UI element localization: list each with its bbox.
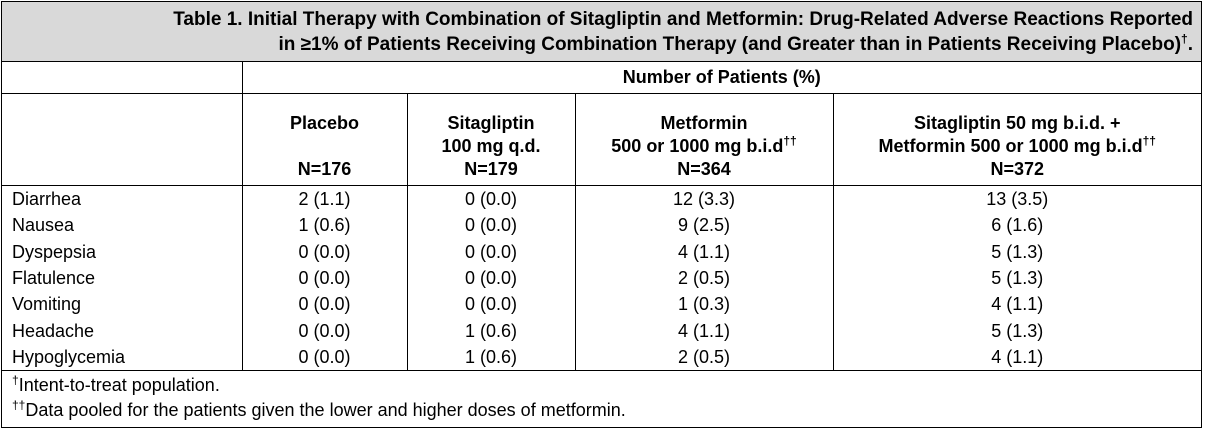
column-header-sitagliptin: Sitagliptin 100 mg q.d. N=179 <box>406 93 575 186</box>
footnote-2: ††Data pooled for the patients given the… <box>12 398 1193 423</box>
cell-value: 5 (1.3) <box>832 238 1201 265</box>
column-header-line1: Sitagliptin 50 mg b.i.d. + <box>913 113 1121 133</box>
table-title: Table 1. Initial Therapy with Combinatio… <box>2 2 1201 62</box>
table-row: Dyspepsia 0 (0.0) 0 (0.0) 4 (1.1) 5 (1.3… <box>2 238 1201 265</box>
cell-value: 2 (0.5) <box>574 264 833 292</box>
column-header-placebo: Placebo N=176 <box>241 93 407 186</box>
cell-value: 4 (1.1) <box>832 343 1201 371</box>
group-header-row: Number of Patients (%) <box>2 62 1201 94</box>
cell-value: 5 (1.3) <box>832 264 1201 292</box>
column-header-metformin: Metformin 500 or 1000 mg b.i.d†† N=364 <box>574 93 833 186</box>
corner-cell <box>2 62 242 94</box>
column-footnote-mark: †† <box>1142 134 1156 148</box>
cell-value: 0 (0.0) <box>406 238 575 265</box>
cell-value: 4 (1.1) <box>574 238 833 265</box>
title-footnote-mark: † <box>1181 32 1188 46</box>
cell-value: 0 (0.0) <box>406 212 575 239</box>
cell-value: 9 (2.5) <box>574 212 833 239</box>
cell-value: 2 (1.1) <box>241 185 407 213</box>
column-header-line1: Metformin <box>660 113 748 133</box>
row-label: Dyspepsia <box>12 241 97 262</box>
cell-value: 0 (0.0) <box>406 185 575 213</box>
cell-value: 0 (0.0) <box>241 343 407 371</box>
column-footnote-mark: †† <box>783 134 797 148</box>
title-line-2-text: in ≥1% of Patients Receiving Combination… <box>278 34 1182 55</box>
row-label: Hypoglycemia <box>12 346 126 367</box>
cell-value: 0 (0.0) <box>241 238 407 265</box>
footnotes: †Intent-to-treat population. ††Data pool… <box>2 370 1201 423</box>
cell-value: 0 (0.0) <box>406 291 575 318</box>
footnote-mark: †† <box>12 398 26 413</box>
column-header-line2: Metformin 500 or 1000 mg b.i.d†† <box>834 135 1202 158</box>
cell-value: 0 (0.0) <box>406 264 575 292</box>
cell-value: 0 (0.0) <box>241 317 407 344</box>
column-header-row: Placebo N=176 Sitagliptin 100 mg q.d. N=… <box>2 93 1202 186</box>
column-header-line2: 500 or 1000 mg b.i.d†† <box>576 135 833 158</box>
column-header-line2: 100 mg q.d. <box>441 136 541 156</box>
cell-value: 5 (1.3) <box>832 317 1201 344</box>
cell-value: 1 (0.6) <box>241 212 407 239</box>
column-header-line2-text: Metformin 500 or 1000 mg b.i.d <box>878 136 1143 156</box>
table-row: Headache 0 (0.0) 1 (0.6) 4 (1.1) 5 (1.3) <box>2 317 1201 344</box>
table-row: Hypoglycemia 0 (0.0) 1 (0.6) 2 (0.5) 4 (… <box>2 343 1201 371</box>
column-header-n: N=179 <box>464 159 518 179</box>
cell-value: 0 (0.0) <box>241 291 407 318</box>
footnote-mark: † <box>12 373 19 388</box>
cell-value: 2 (0.5) <box>574 343 833 371</box>
column-header-n: N=372 <box>990 159 1045 179</box>
data-table: Number of Patients (%) Placebo N=176 Sit… <box>2 62 1202 371</box>
cell-value: 6 (1.6) <box>832 212 1201 239</box>
title-line-1: Table 1. Initial Therapy with Combinatio… <box>173 9 1193 30</box>
table-row: Nausea 1 (0.6) 0 (0.0) 9 (2.5) 6 (1.6) <box>2 212 1201 239</box>
title-line-2: in ≥1% of Patients Receiving Combination… <box>14 32 1193 57</box>
footnote-text: Data pooled for the patients given the l… <box>25 400 626 421</box>
row-label: Flatulence <box>12 268 96 289</box>
row-label: Nausea <box>12 215 75 236</box>
column-header-n: N=364 <box>677 159 731 179</box>
column-header-line1: Placebo <box>289 113 360 133</box>
column-header-line2 <box>243 135 407 158</box>
footnote-1: †Intent-to-treat population. <box>12 373 1193 398</box>
cell-value: 1 (0.3) <box>574 291 833 318</box>
cell-value: 12 (3.3) <box>574 185 833 213</box>
cell-value: 0 (0.0) <box>241 264 407 292</box>
table-row: Vomiting 0 (0.0) 0 (0.0) 1 (0.3) 4 (1.1) <box>2 291 1201 318</box>
table-row: Diarrhea 2 (1.1) 0 (0.0) 12 (3.3) 13 (3.… <box>2 185 1201 213</box>
cell-value: 4 (1.1) <box>832 291 1201 318</box>
column-header-line1: Sitagliptin <box>447 113 535 133</box>
cell-value: 13 (3.5) <box>832 185 1201 213</box>
title-line-2-end: . <box>1187 34 1193 55</box>
table-row: Flatulence 0 (0.0) 0 (0.0) 2 (0.5) 5 (1.… <box>2 264 1201 292</box>
footnote-text: Intent-to-treat population. <box>18 375 220 396</box>
group-header: Number of Patients (%) <box>241 62 1201 94</box>
row-label: Diarrhea <box>12 189 82 210</box>
row-label: Vomiting <box>12 294 82 315</box>
column-header-combination: Sitagliptin 50 mg b.i.d. + Metformin 500… <box>832 93 1202 186</box>
cell-value: 4 (1.1) <box>574 317 833 344</box>
corner-cell-2 <box>2 93 242 186</box>
cell-value: 1 (0.6) <box>406 317 575 344</box>
cell-value: 1 (0.6) <box>406 343 575 371</box>
column-header-n: N=176 <box>297 159 352 179</box>
row-label: Headache <box>12 320 95 341</box>
column-header-line2-text: 500 or 1000 mg b.i.d <box>611 136 784 156</box>
